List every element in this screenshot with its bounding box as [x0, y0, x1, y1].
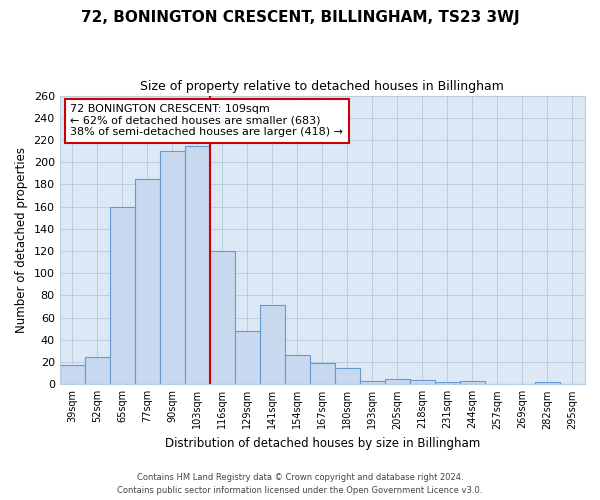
Bar	[335, 368, 360, 384]
Bar	[460, 381, 485, 384]
Bar	[385, 379, 410, 384]
Bar	[135, 179, 160, 384]
Bar	[435, 382, 460, 384]
Bar	[535, 382, 560, 384]
Bar	[285, 356, 310, 384]
Bar	[110, 206, 135, 384]
Text: Contains HM Land Registry data © Crown copyright and database right 2024.
Contai: Contains HM Land Registry data © Crown c…	[118, 474, 482, 495]
Title: Size of property relative to detached houses in Billingham: Size of property relative to detached ho…	[140, 80, 504, 93]
Y-axis label: Number of detached properties: Number of detached properties	[15, 147, 28, 333]
Bar	[310, 363, 335, 384]
Bar	[160, 151, 185, 384]
Bar	[185, 146, 210, 384]
Bar	[85, 356, 110, 384]
Bar	[360, 381, 385, 384]
Bar	[59, 366, 85, 384]
X-axis label: Distribution of detached houses by size in Billingham: Distribution of detached houses by size …	[165, 437, 480, 450]
Text: 72, BONINGTON CRESCENT, BILLINGHAM, TS23 3WJ: 72, BONINGTON CRESCENT, BILLINGHAM, TS23…	[80, 10, 520, 25]
Text: 72 BONINGTON CRESCENT: 109sqm
← 62% of detached houses are smaller (683)
38% of : 72 BONINGTON CRESCENT: 109sqm ← 62% of d…	[70, 104, 343, 138]
Bar	[410, 380, 435, 384]
Bar	[260, 306, 285, 384]
Bar	[235, 331, 260, 384]
Bar	[210, 251, 235, 384]
